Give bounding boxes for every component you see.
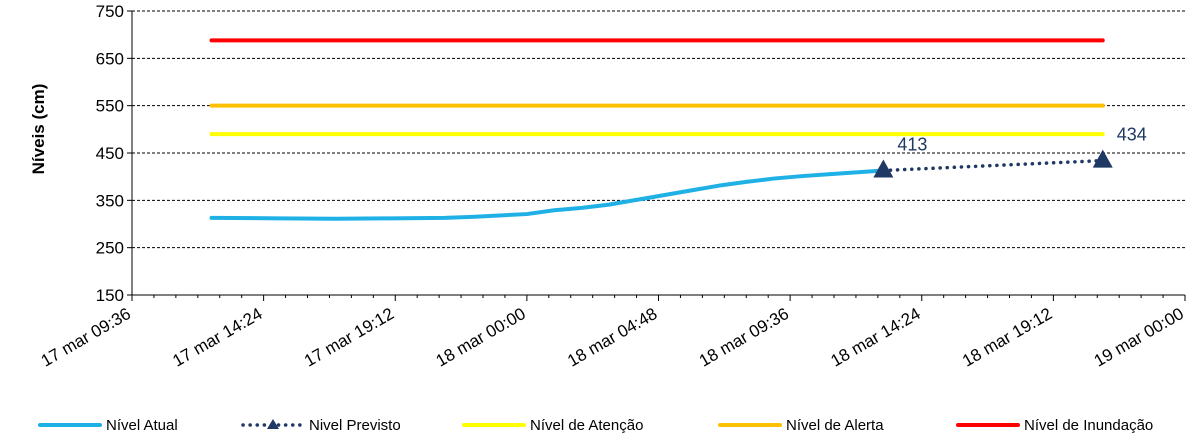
y-tick-labels: 150 250 350 450 550 650 750 [96, 2, 124, 305]
data-label: 413 [897, 135, 927, 155]
legend-item-3: Nível de Alerta [718, 417, 884, 434]
y-tick-label: 550 [96, 97, 124, 116]
x-tick-label: 17 mar 09:36 [38, 304, 134, 371]
x-tick-label: 17 mar 14:24 [169, 304, 265, 371]
forecast-marker [1092, 149, 1113, 168]
legend-item-2: Nível de Atenção [462, 417, 643, 434]
y-tick-label: 650 [96, 49, 124, 68]
legend-marker [267, 419, 279, 429]
y-tick-label: 450 [96, 144, 124, 163]
y-tick-label: 350 [96, 191, 124, 210]
forecast-marker [873, 159, 894, 178]
x-tick-label: 19 mar 00:00 [1091, 304, 1187, 371]
legend-label: Nível de Inundação [1024, 417, 1153, 434]
data-label: 434 [1117, 125, 1147, 145]
x-tick-label: 18 mar 19:12 [959, 304, 1055, 371]
y-tick-label: 150 [96, 286, 124, 305]
legend-item-1: Nivel Previsto [241, 417, 401, 434]
x-tick-label: 17 mar 19:12 [301, 304, 397, 371]
legend-item-0: Nível Atual [38, 417, 178, 434]
series-line-0 [209, 168, 886, 221]
legend-label: Nível Atual [106, 417, 178, 434]
legend-label: Nivel Previsto [309, 417, 401, 434]
x-tick-label: 18 mar 00:00 [433, 304, 529, 371]
series [209, 38, 1113, 221]
legend-label: Nível de Atenção [530, 417, 643, 434]
gridlines [132, 10, 1185, 249]
y-axis-label: Níveis (cm) [29, 84, 48, 175]
x-tick-labels: 17 mar 09:36 17 mar 14:24 17 mar 19:12 18 m… [38, 304, 1187, 371]
data-labels: 413 434 [897, 125, 1146, 155]
y-tick-label: 250 [96, 239, 124, 258]
legend-label: Nível de Alerta [786, 417, 884, 434]
x-tick-label: 18 mar 14:24 [827, 304, 923, 371]
series-line-1 [881, 158, 1105, 173]
axes [127, 10, 1186, 301]
y-tick-label: 750 [96, 2, 124, 21]
x-tick-label: 18 mar 04:48 [564, 304, 660, 371]
legend-item-4: Nível de Inundação [956, 417, 1153, 434]
x-tick-label: 18 mar 09:36 [696, 304, 792, 371]
legend: Nível Atual Nivel Previsto Nível de Atençã… [38, 417, 1153, 434]
